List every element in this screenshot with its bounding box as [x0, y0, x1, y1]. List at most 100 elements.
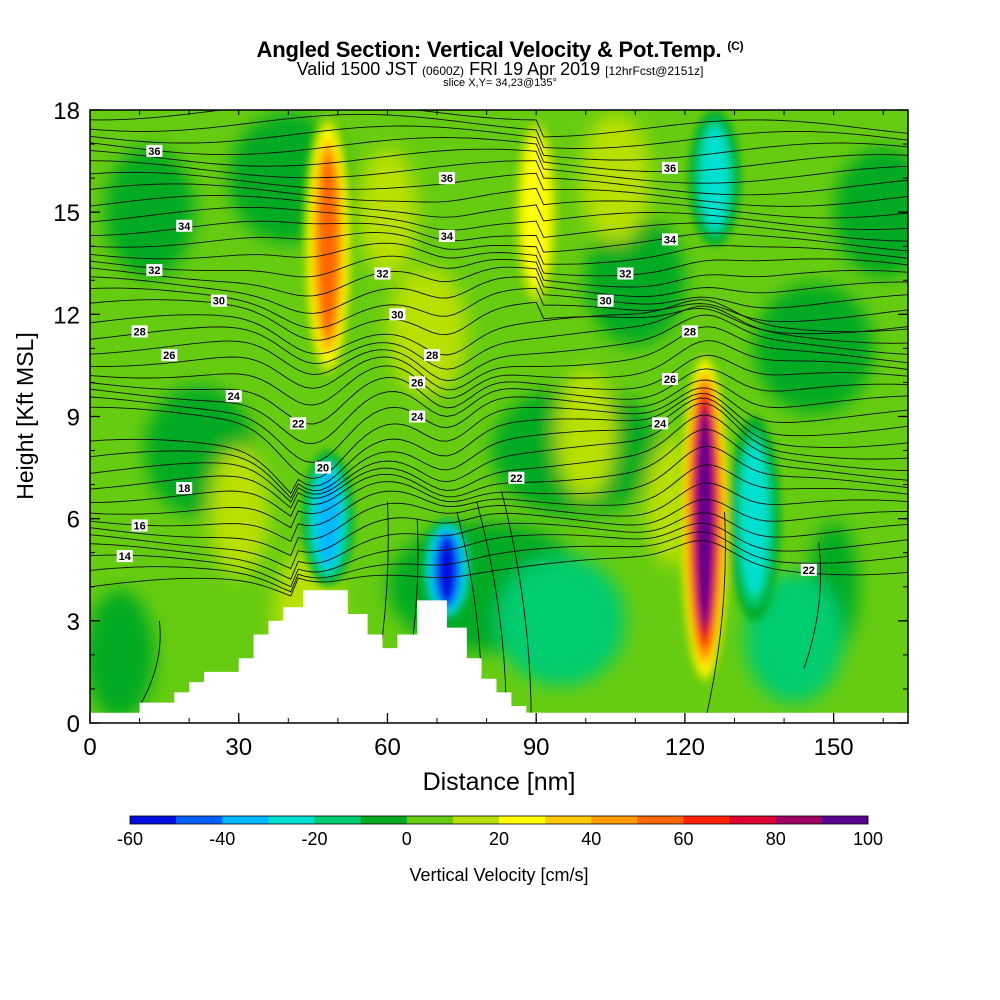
colorbar-tick-label: 0 [402, 829, 412, 849]
x-tick-label: 150 [814, 734, 854, 761]
colorbar-tick-label: -40 [209, 829, 235, 849]
theta-isentrope [90, 512, 908, 580]
theta-isentrope [90, 137, 908, 173]
theta-label-text: 24 [228, 391, 241, 403]
x-axis-label: Distance [nm] [423, 768, 576, 796]
theta-isentrope [90, 171, 908, 207]
theta-label: 20 [315, 461, 331, 475]
y-tick-label: 18 [53, 98, 80, 125]
theta-label: 30 [597, 294, 614, 308]
chart-title: Angled Section: Vertical Velocity & Pot.… [0, 37, 1000, 63]
theta-label-text: 22 [803, 565, 815, 577]
colorbar-swatch [775, 816, 823, 824]
colorbar-tick-label: 20 [489, 829, 509, 849]
colorbar: -60 -40 -20 0 20 40 60 80 100 [117, 815, 883, 849]
x-tick-label: 30 [225, 734, 252, 761]
terrain-mask [90, 590, 908, 723]
field-band [585, 215, 685, 346]
colorbar-tick-label: 60 [673, 829, 693, 849]
y-tick-label: 0 [67, 711, 80, 738]
theta-isentrope [90, 522, 908, 588]
subtitle-forecast: [12hrFcst@2151z] [605, 64, 704, 78]
velocity-feature-0-level-6 [318, 156, 338, 337]
theta-label-text: 34 [664, 234, 677, 246]
theta-label: 28 [681, 325, 698, 338]
theta-label: 18 [176, 482, 193, 495]
theta-label-box [800, 563, 817, 576]
theta-contour-labels: 36 36 36 34 34 34 32 32 32 30 30 30 28 28 28 26 26 26 24 24… [116, 144, 817, 577]
theta-label-text: 22 [510, 473, 522, 485]
y-tick-label: 9 [67, 405, 80, 432]
theta-isentrope [90, 498, 908, 570]
theta-low-contour [139, 620, 161, 707]
velocity-field [90, 110, 908, 723]
theta-label-box [146, 264, 163, 277]
theta-label: 24 [652, 417, 669, 430]
theta-label-box [225, 390, 242, 403]
theta-label-text: 20 [317, 463, 329, 475]
theta-isentrope [90, 414, 908, 509]
theta-label-text: 32 [148, 265, 160, 277]
field-band [833, 147, 908, 278]
field-band [387, 266, 467, 397]
velocity-feature-2-level-6 [437, 536, 457, 604]
slice-label: slice X,Y= 34,23@135° [443, 77, 557, 89]
theta-label-text: 24 [411, 412, 424, 424]
theta-label-text: 28 [426, 350, 438, 362]
colorbar-swatch [729, 816, 777, 824]
theta-label-box [176, 482, 193, 494]
colorbar-swatch [176, 816, 223, 824]
theta-isentrope [90, 110, 908, 138]
theta-isentrope [90, 387, 908, 480]
colorbar-swatch [591, 816, 638, 824]
x-tick-label: 0 [83, 734, 96, 761]
colorbar-tick-label: -20 [301, 829, 327, 849]
theta-isentrope [90, 340, 908, 406]
theta-label-box [315, 461, 331, 474]
theta-label-box [617, 267, 634, 280]
colorbar-label: Vertical Velocity [cm/s] [409, 865, 588, 885]
theta-label: 34 [662, 233, 678, 246]
y-tick-label: 12 [53, 302, 80, 329]
theta-label: 22 [800, 563, 817, 577]
theta-label-text: 24 [654, 418, 667, 430]
subtitle-valid: Valid 1500 JST [296, 59, 417, 79]
theta-label-box [662, 161, 678, 174]
x-tick-label: 60 [374, 734, 401, 761]
theta-label: 36 [662, 161, 678, 175]
theta-isentrope [90, 403, 908, 503]
theta-label: 22 [508, 471, 525, 485]
theta-label-box [290, 417, 307, 430]
theta-low-contour [501, 491, 532, 723]
theta-label-text: 22 [292, 418, 304, 430]
theta-label-box [508, 471, 525, 484]
theta-label-box [662, 233, 678, 246]
colorbar-swatch [360, 816, 408, 824]
chart-subtitle: Valid 1500 JST (0600Z) FRI 19 Apr 2019 [… [0, 59, 1000, 80]
colorbar-swatch [637, 816, 684, 824]
theta-label-box [597, 294, 614, 307]
theta-isentrope [90, 255, 908, 288]
theta-label-text: 26 [163, 350, 175, 362]
theta-label-box [146, 144, 163, 157]
theta-label: 28 [424, 349, 441, 362]
theta-label: 32 [374, 267, 391, 281]
theta-isentrope [90, 354, 908, 425]
theta-label-text: 28 [133, 326, 145, 338]
theta-isentrope [90, 206, 908, 242]
theta-isentrope [90, 232, 908, 265]
theta-label: 26 [662, 373, 678, 386]
theta-label-box [438, 230, 455, 242]
theta-isentrope [90, 531, 908, 593]
theta-label-text: 16 [133, 521, 145, 533]
theta-low-contour [803, 542, 822, 669]
theta-label-box [652, 417, 669, 430]
theta-isentrope [90, 125, 908, 161]
theta-label-box [662, 373, 678, 385]
theta-label-text: 32 [619, 269, 631, 281]
field-band [90, 589, 155, 720]
colorbar-swatch [268, 816, 315, 824]
surface-strip [90, 712, 908, 723]
colorbar-swatch [499, 816, 546, 824]
